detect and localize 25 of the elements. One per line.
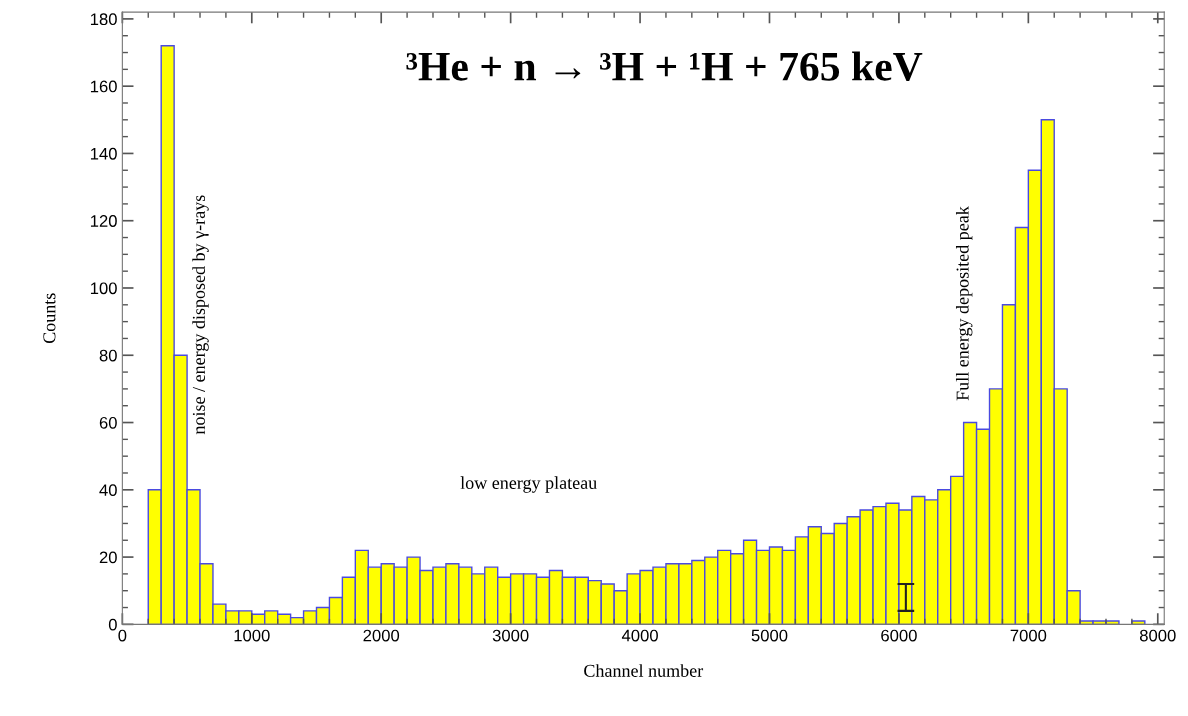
y-tick-label: 160 [90, 80, 117, 93]
x-tick-label: 5000 [751, 629, 788, 642]
y-tick-label: 120 [90, 215, 117, 227]
annotation: ³He + n → ³H + ¹H + 765 keV [406, 51, 923, 81]
x-axis-title: Channel number [584, 664, 704, 677]
y-tick-label: 140 [90, 147, 117, 160]
y-tick-label: 60 [99, 416, 117, 429]
x-tick-label: 3000 [492, 629, 529, 642]
y-tick-label: 100 [90, 282, 117, 295]
annotation: low energy plateau [460, 476, 597, 493]
x-tick-label: 4000 [621, 629, 658, 642]
y-tick-label: 80 [99, 349, 117, 362]
x-tick-label: 0 [118, 629, 127, 642]
y-tick-label: 40 [99, 484, 117, 497]
x-tick-label: 7000 [1010, 629, 1047, 642]
annotation: Full energy deposited peak [955, 206, 973, 401]
x-tick-label: 2000 [363, 629, 400, 642]
annotation: noise / energy disposed by γ-rays [192, 195, 209, 435]
y-tick-label: 0 [108, 618, 117, 631]
y-tick-label: 180 [90, 13, 117, 26]
x-tick-label: 8000 [1139, 629, 1176, 642]
x-tick-label: 6000 [881, 629, 917, 642]
y-axis-title: Counts [43, 293, 56, 344]
y-tick-label: 20 [99, 551, 117, 564]
x-tick-label: 1000 [234, 629, 270, 642]
